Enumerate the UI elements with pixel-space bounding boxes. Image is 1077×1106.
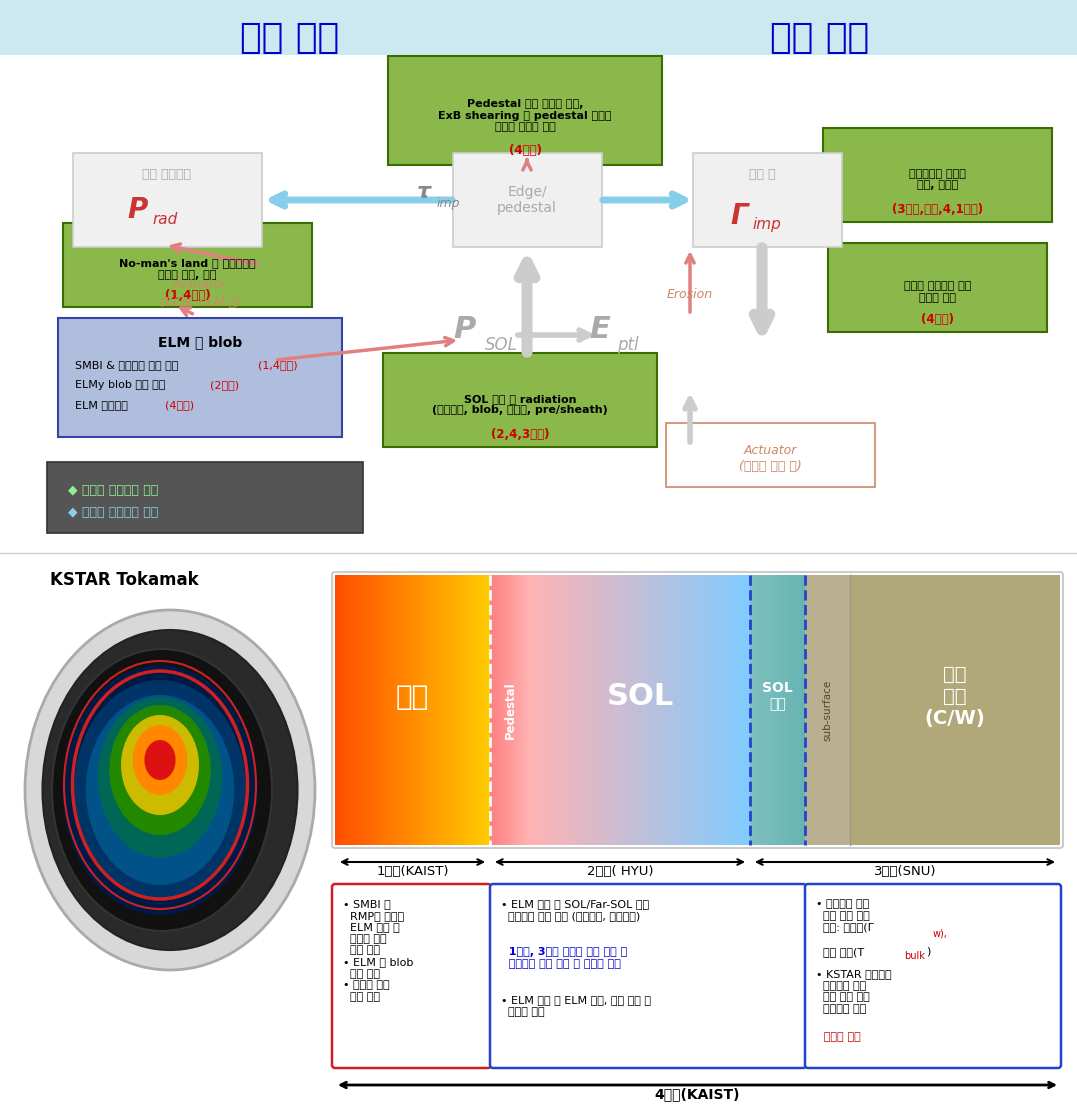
Text: 1세부(KAIST): 1세부(KAIST): [376, 865, 449, 878]
Text: rad: rad: [152, 212, 178, 228]
Text: • KSTAR 고자기장
  환경에서 자화
  쉬스 모델 확장
  해석통한 이온: • KSTAR 고자기장 환경에서 자화 쉬스 모델 확장 해석통한 이온: [816, 969, 892, 1014]
Text: imp: imp: [437, 197, 461, 209]
FancyBboxPatch shape: [58, 319, 342, 437]
Text: ◆ 불순물 축적제어 난제: ◆ 불순물 축적제어 난제: [68, 483, 158, 497]
Bar: [0, 0, 1077, 55]
FancyBboxPatch shape: [805, 884, 1061, 1068]
Text: 3세부(SNU): 3세부(SNU): [873, 865, 936, 878]
Text: 노심 방사파워: 노심 방사파워: [142, 168, 192, 181]
Text: (4세부): (4세부): [165, 400, 194, 410]
Text: 디버터 열부하에 대한
불순물 영향: 디버터 열부하에 대한 불순물 영향: [904, 281, 971, 303]
Text: 발생 제어: 발생 제어: [770, 21, 869, 55]
Ellipse shape: [86, 695, 234, 885]
Text: Actuator: Actuator: [173, 279, 226, 292]
Text: (3세부,위탁,4,1세부): (3세부,위탁,4,1세부): [892, 202, 983, 216]
Text: bulk: bulk: [904, 951, 925, 961]
Text: 내벽에서의 불순물
생성, 재증착: 내벽에서의 불순물 생성, 재증착: [909, 169, 966, 190]
Ellipse shape: [98, 698, 222, 857]
FancyBboxPatch shape: [62, 223, 312, 307]
Text: ELMy blob 속도 측정: ELMy blob 속도 측정: [75, 380, 169, 390]
Ellipse shape: [121, 714, 199, 815]
Text: (1,4세부): (1,4세부): [258, 359, 297, 371]
Text: 내벽 유: 내벽 유: [749, 168, 775, 181]
Text: 재료 온도(T: 재료 온도(T: [816, 947, 864, 957]
Text: • SMBI 및
  RMP를 활용한
  ELM 제어 시
  불순물 수송
  변화 실험
• ELM 및 blob
  수송 해석
• 불순물 수송
  : • SMBI 및 RMP를 활용한 ELM 제어 시 불순물 수송 변화 실험 …: [342, 899, 414, 1002]
Text: 2세부( HYU): 2세부( HYU): [587, 865, 654, 878]
Bar: [805, 575, 850, 845]
Text: (불순물 믹스 등): (불순물 믹스 등): [739, 460, 801, 473]
Text: ELM 전산모사: ELM 전산모사: [75, 400, 131, 410]
FancyBboxPatch shape: [332, 884, 491, 1068]
Text: ELM 및 blob: ELM 및 blob: [158, 335, 242, 349]
Text: P: P: [453, 315, 476, 344]
Text: E: E: [589, 315, 611, 344]
Text: ): ): [926, 947, 931, 957]
Text: • ELM 제어 시 SOL/Far-SOL 영역
  플라즈마 변수 측정 (이온선속, 전자온도): • ELM 제어 시 SOL/Far-SOL 영역 플라즈마 변수 측정 (이온…: [501, 899, 649, 920]
Text: ◆ 디버터 열속제어 난제: ◆ 디버터 열속제어 난제: [68, 505, 158, 519]
Text: (ECH, ELM 등): (ECH, ELM 등): [159, 295, 240, 309]
Ellipse shape: [62, 665, 257, 915]
Text: Γ: Γ: [730, 202, 749, 230]
Text: imp: imp: [752, 218, 781, 232]
Text: ptl: ptl: [617, 336, 639, 354]
Text: 4세부(KAIST): 4세부(KAIST): [655, 1087, 740, 1100]
Text: • 블리스터 크기
  결정 지배 인자
  해석: 이온속(Γ: • 블리스터 크기 결정 지배 인자 해석: 이온속(Γ: [816, 899, 873, 932]
Bar: [850, 575, 1060, 845]
FancyBboxPatch shape: [490, 884, 806, 1068]
Text: 내벽
재료
(C/W): 내벽 재료 (C/W): [925, 665, 985, 728]
FancyBboxPatch shape: [388, 56, 662, 165]
Text: Pedestal 횡단 불순물 수송,
ExB shearing 및 pedestal 구조에
미치는 불순물 영향: Pedestal 횡단 불순물 수송, ExB shearing 및 pedes…: [438, 100, 612, 133]
Text: (4세부): (4세부): [921, 313, 954, 326]
Text: 입사각 도출: 입사각 도출: [816, 1032, 861, 1042]
Text: (2,4,3세부): (2,4,3세부): [491, 428, 549, 440]
Text: KSTAR Tokamak: KSTAR Tokamak: [50, 571, 198, 589]
FancyBboxPatch shape: [823, 128, 1052, 222]
Text: 1세부, 3세부 불순물 수송 실험 시
  플라즈마 변수 측정 및 데이터 전달: 1세부, 3세부 불순물 수송 실험 시 플라즈마 변수 측정 및 데이터 전달: [501, 947, 627, 969]
Text: w),: w),: [933, 929, 948, 939]
FancyBboxPatch shape: [453, 153, 602, 247]
Text: (1,4세부): (1,4세부): [165, 289, 210, 302]
Text: (2세부): (2세부): [210, 380, 239, 390]
FancyBboxPatch shape: [73, 153, 262, 247]
Ellipse shape: [74, 680, 246, 900]
Text: τ: τ: [417, 182, 431, 202]
Text: 수송 제어: 수송 제어: [240, 21, 339, 55]
Text: Pedestal: Pedestal: [504, 681, 517, 739]
Text: Edge/
pedestal: Edge/ pedestal: [498, 185, 557, 215]
Ellipse shape: [42, 630, 297, 950]
Text: No-man's land 및 노심에서의
불순물 수송, 제어: No-man's land 및 노심에서의 불순물 수송, 제어: [120, 258, 256, 280]
Text: Actuator: Actuator: [743, 444, 797, 457]
Text: P: P: [128, 196, 148, 225]
Text: SOL: SOL: [606, 682, 673, 711]
Text: sub-surface: sub-surface: [823, 679, 833, 741]
Ellipse shape: [25, 611, 314, 970]
Ellipse shape: [109, 705, 211, 835]
Text: 노심: 노심: [396, 682, 429, 710]
Text: • ELM 제어 시 ELM 속도, 크기 분석 및
  데이터 제공: • ELM 제어 시 ELM 속도, 크기 분석 및 데이터 제공: [501, 995, 651, 1016]
Text: Erosion: Erosion: [667, 289, 713, 302]
Ellipse shape: [132, 726, 187, 795]
Text: SMBI & 불순물에 의한 제어: SMBI & 불순물에 의한 제어: [75, 359, 179, 371]
Ellipse shape: [52, 649, 272, 931]
Text: (4세부): (4세부): [508, 144, 542, 157]
Text: SOL
쉬스: SOL 쉬스: [763, 681, 793, 711]
Ellipse shape: [144, 740, 176, 780]
FancyBboxPatch shape: [383, 353, 657, 447]
FancyBboxPatch shape: [47, 462, 363, 533]
Text: SOL 수송 및 radiation
(플라즈마, blob, 불순물, pre/sheath): SOL 수송 및 radiation (플라즈마, blob, 불순물, pre…: [432, 394, 607, 415]
FancyBboxPatch shape: [828, 243, 1047, 332]
FancyBboxPatch shape: [693, 153, 842, 247]
Text: SOL: SOL: [485, 336, 518, 354]
